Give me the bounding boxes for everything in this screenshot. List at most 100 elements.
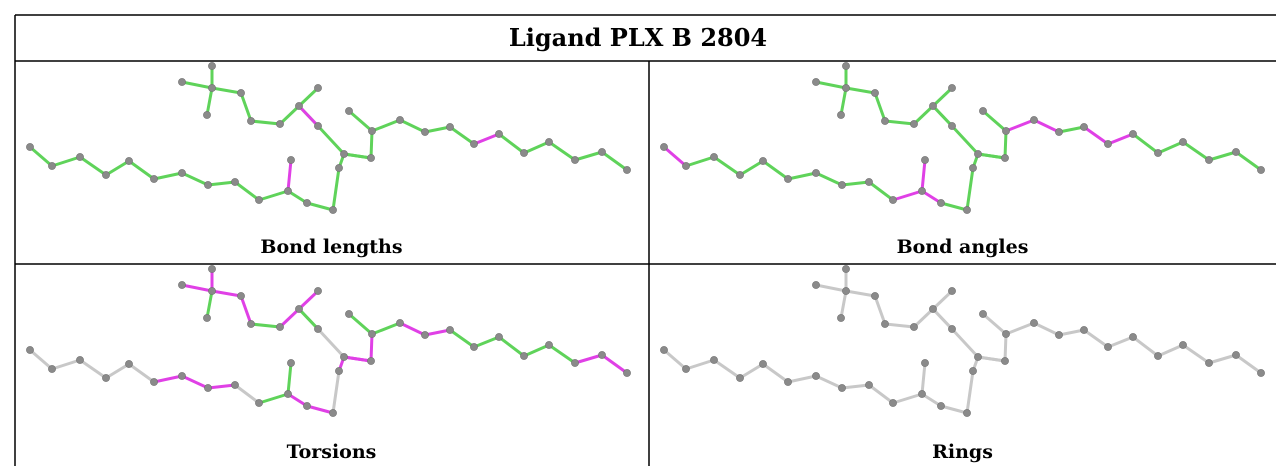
bond [297, 307, 320, 331]
bond [1156, 140, 1185, 155]
atom [974, 150, 982, 158]
bond [369, 332, 374, 363]
atom [125, 157, 133, 165]
atom [1205, 359, 1213, 367]
atom [710, 356, 718, 364]
bond [965, 166, 975, 212]
bond [448, 328, 476, 349]
bond [210, 289, 243, 298]
atom [948, 325, 956, 333]
bond [981, 312, 1008, 336]
atom [237, 89, 245, 97]
atom [1154, 352, 1162, 360]
bond [573, 353, 604, 365]
bond [738, 362, 765, 380]
atom [736, 171, 744, 179]
bond [573, 150, 604, 162]
bond [257, 189, 290, 202]
atom [979, 310, 987, 318]
atom [838, 384, 846, 392]
atom [963, 409, 971, 417]
atom [571, 156, 579, 164]
bond [814, 374, 844, 390]
bond [286, 361, 293, 396]
bond [423, 125, 452, 134]
atom [303, 402, 311, 410]
bond [844, 86, 877, 95]
bond [497, 132, 526, 155]
atom [889, 196, 897, 204]
atom [208, 62, 216, 70]
atom [231, 178, 239, 186]
bond [50, 155, 82, 168]
atom [948, 122, 956, 130]
atom [495, 130, 503, 138]
atom [178, 78, 186, 86]
caption-bond-angles: Bond angles [896, 236, 1029, 258]
atom [974, 353, 982, 361]
bond [1181, 343, 1211, 365]
atom [178, 169, 186, 177]
atom [571, 359, 579, 367]
bond [249, 119, 282, 126]
bond [297, 104, 320, 128]
bond [761, 362, 790, 384]
bond [600, 150, 629, 172]
atom [208, 287, 216, 295]
atom [314, 84, 322, 92]
bond [786, 171, 818, 181]
bond [547, 343, 577, 365]
bond [522, 343, 551, 358]
atom [284, 187, 292, 195]
bond [180, 283, 214, 293]
atom [125, 360, 133, 368]
bond [206, 383, 237, 390]
atom [1129, 333, 1137, 341]
atom [812, 169, 820, 177]
molecule-torsions [26, 265, 631, 417]
atom [284, 390, 292, 398]
bond [712, 358, 742, 380]
atom [881, 117, 889, 125]
atom [150, 175, 158, 183]
atom [1257, 369, 1265, 377]
bond [873, 294, 887, 326]
atom [329, 409, 337, 417]
atom [937, 199, 945, 207]
atom [1104, 140, 1112, 148]
atom [303, 199, 311, 207]
bond [78, 358, 108, 380]
bond [205, 289, 214, 320]
atom [276, 323, 284, 331]
bond [522, 140, 551, 155]
atom [1232, 351, 1240, 359]
atom [421, 331, 429, 339]
atom [842, 62, 850, 70]
bond [547, 140, 577, 162]
bond [206, 180, 237, 187]
atom [948, 287, 956, 295]
atom [287, 156, 295, 164]
atom [208, 84, 216, 92]
atom [150, 378, 158, 386]
bond [1156, 343, 1185, 358]
atom [1055, 128, 1063, 136]
caption-torsions: Torsions [286, 441, 377, 463]
bond [233, 180, 261, 202]
bond [342, 152, 373, 160]
atom [623, 369, 631, 377]
bond [931, 86, 954, 108]
bond [1032, 118, 1061, 134]
atom [838, 181, 846, 189]
bond [1057, 328, 1086, 337]
atom [495, 333, 503, 341]
atom [314, 287, 322, 295]
bond [331, 166, 341, 212]
bond [814, 171, 844, 187]
bond [1004, 118, 1036, 133]
atom [470, 343, 478, 351]
bond [423, 328, 452, 337]
atom [837, 314, 845, 322]
bond [127, 362, 156, 384]
atom [1257, 166, 1265, 174]
